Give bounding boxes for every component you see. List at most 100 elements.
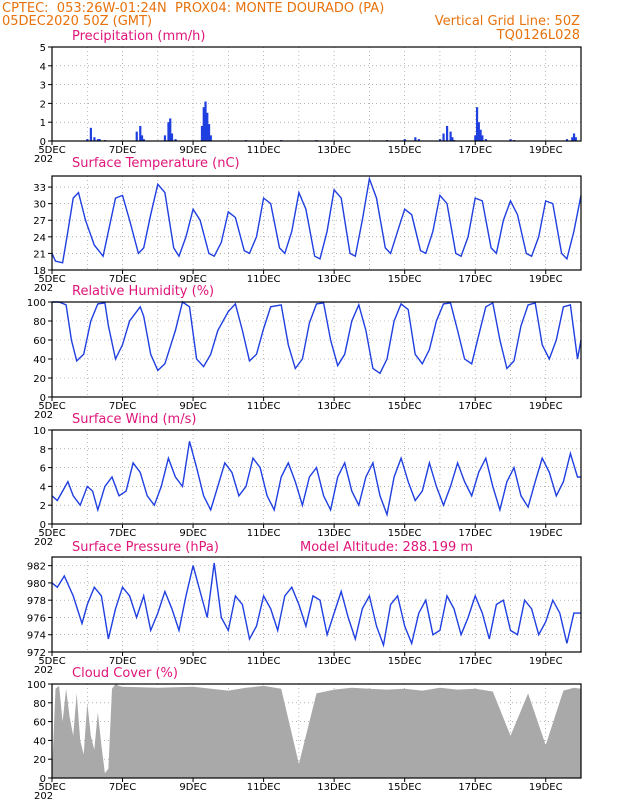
precip-bar bbox=[135, 131, 138, 141]
x-tick-label: 15DEC bbox=[388, 528, 422, 539]
x-tick-label: 5DEC bbox=[38, 656, 65, 667]
y-tick-label: 1 bbox=[40, 118, 46, 129]
precip-bar bbox=[140, 135, 144, 141]
precip-bar bbox=[475, 107, 479, 141]
header-model-code: TQ0126L028 bbox=[496, 28, 580, 43]
x-tick-label: 13DEC bbox=[317, 782, 351, 793]
x-tick-label: 13DEC bbox=[317, 145, 351, 156]
precip-bar bbox=[571, 137, 574, 141]
x-tick-label: 5DEC bbox=[38, 274, 65, 285]
precip-bar bbox=[474, 135, 477, 141]
x-tick-label: 17DEC bbox=[458, 401, 492, 412]
precip-bar bbox=[209, 135, 212, 141]
precip-bar bbox=[509, 139, 512, 141]
plot-frame bbox=[51, 301, 582, 398]
x-tick-label: 5DEC bbox=[38, 782, 65, 793]
x-tick-label: 17DEC bbox=[458, 528, 492, 539]
year-sublabel: 202 bbox=[34, 283, 53, 294]
y-tick-label: 18 bbox=[33, 266, 46, 277]
precip-bar bbox=[170, 133, 174, 141]
x-tick-label: 9DEC bbox=[179, 656, 206, 667]
year-sublabel: 202 bbox=[34, 410, 53, 421]
x-tick-label: 13DEC bbox=[317, 528, 351, 539]
y-tick-label: 40 bbox=[33, 736, 46, 747]
pressure-series-line bbox=[51, 562, 581, 648]
x-tick-label: 9DEC bbox=[179, 782, 206, 793]
y-tick-label: 33 bbox=[33, 183, 46, 194]
x-tick-label: 13DEC bbox=[317, 274, 351, 285]
x-tick-label: 9DEC bbox=[179, 274, 206, 285]
precip-bar bbox=[93, 137, 96, 141]
x-tick-label: 9DEC bbox=[179, 401, 206, 412]
precip-bar bbox=[169, 118, 172, 141]
humidity-title: Relative Humidity (%) bbox=[72, 284, 215, 299]
y-tick-label: 80 bbox=[33, 317, 46, 328]
precip-panel: 0 1 2 3 4 5 5DEC 7DEC 9DEC 11DEC 13DEC 15DEC 17DEC 19… bbox=[34, 43, 582, 165]
precip-title: Precipitation (mm/h) bbox=[72, 29, 206, 44]
year-sublabel: 202 bbox=[34, 665, 53, 676]
y-tick-label: 4 bbox=[40, 62, 46, 73]
y-tick-label: 2 bbox=[40, 501, 46, 512]
y-tick-label: 60 bbox=[33, 336, 46, 347]
x-tick-label: 11DEC bbox=[247, 528, 281, 539]
y-tick-label: 40 bbox=[33, 355, 46, 366]
x-tick-label: 17DEC bbox=[458, 145, 492, 156]
x-tick-label: 17DEC bbox=[458, 274, 492, 285]
x-tick-label: 15DEC bbox=[388, 656, 422, 667]
precip-bar bbox=[167, 122, 170, 141]
y-tick-label: 980 bbox=[27, 579, 46, 590]
x-tick-label: 7DEC bbox=[109, 401, 136, 412]
x-tick-label: 11DEC bbox=[247, 401, 281, 412]
plot-frame bbox=[51, 429, 582, 525]
humidity-series-line bbox=[52, 300, 582, 375]
plot-frame bbox=[51, 683, 582, 779]
precip-bar bbox=[163, 135, 167, 141]
y-tick-label: 0 bbox=[40, 774, 46, 785]
precip-bar bbox=[139, 125, 142, 141]
y-tick-label: 100 bbox=[27, 298, 46, 309]
x-tick-label: 17DEC bbox=[458, 656, 492, 667]
x-tick-label: 19DEC bbox=[529, 528, 563, 539]
precip-bar bbox=[445, 125, 449, 141]
precip-bar bbox=[174, 139, 177, 141]
precip-bar bbox=[414, 137, 417, 141]
x-tick-label: 5DEC bbox=[38, 528, 65, 539]
plot-frame bbox=[51, 46, 582, 142]
precip-bar bbox=[574, 137, 577, 141]
precip-bar bbox=[481, 135, 484, 141]
y-tick-label: 0 bbox=[40, 393, 46, 404]
x-tick-label: 19DEC bbox=[529, 274, 563, 285]
x-tick-label: 17DEC bbox=[458, 782, 492, 793]
plot-frame bbox=[51, 556, 582, 653]
precip-bar bbox=[96, 139, 100, 141]
precip-bar bbox=[403, 139, 406, 141]
x-tick-label: 19DEC bbox=[529, 401, 563, 412]
y-tick-label: 60 bbox=[33, 718, 46, 729]
precip-bar bbox=[449, 131, 452, 141]
x-tick-label: 11DEC bbox=[247, 145, 281, 156]
x-tick-label: 11DEC bbox=[247, 782, 281, 793]
precip-bar bbox=[200, 125, 204, 141]
precip-bar bbox=[479, 129, 482, 141]
precip-bar bbox=[565, 139, 569, 141]
y-tick-label: 8 bbox=[40, 445, 46, 456]
y-tick-label: 20 bbox=[33, 755, 46, 766]
precip-bar bbox=[442, 133, 445, 141]
y-tick-label: 5 bbox=[40, 43, 46, 54]
y-tick-label: 978 bbox=[27, 596, 46, 607]
precip-bar bbox=[142, 139, 145, 141]
precip-bar bbox=[89, 127, 92, 141]
model-altitude-label: Model Altitude: 288.199 m bbox=[300, 540, 474, 555]
y-tick-label: 976 bbox=[27, 613, 46, 624]
year-sublabel: 202 bbox=[34, 791, 53, 800]
x-tick-label: 15DEC bbox=[388, 145, 422, 156]
pressure-title: Surface Pressure (hPa) bbox=[72, 540, 219, 555]
y-tick-label: 2 bbox=[40, 99, 46, 110]
x-tick-label: 13DEC bbox=[317, 401, 351, 412]
y-tick-label: 982 bbox=[27, 562, 46, 573]
y-tick-label: 21 bbox=[33, 249, 46, 260]
y-tick-label: 0 bbox=[40, 137, 46, 148]
precip-bar bbox=[417, 139, 420, 141]
x-tick-label: 7DEC bbox=[109, 145, 136, 156]
x-tick-label: 7DEC bbox=[109, 274, 136, 285]
